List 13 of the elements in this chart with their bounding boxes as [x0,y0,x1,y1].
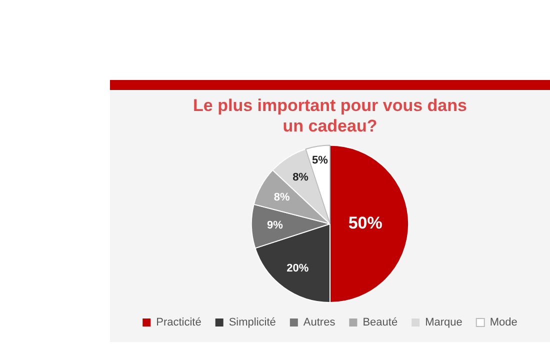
data-label: 8% [274,191,290,204]
legend-label: Autres [303,316,336,329]
data-label: 5% [312,154,328,166]
legend-label: Beauté [362,316,398,329]
legend-label: Mode [490,316,518,329]
data-label: 8% [292,171,309,184]
legend-label: Simplicité [228,316,276,329]
data-label: 9% [267,220,284,232]
legend-label: Marque [425,316,462,329]
legend-label: Practicité [156,316,202,329]
chart-title: Le plus important pour vous dans un cadeau? [193,96,467,136]
data-label: 50% [348,214,382,233]
data-label: 20% [286,262,309,274]
